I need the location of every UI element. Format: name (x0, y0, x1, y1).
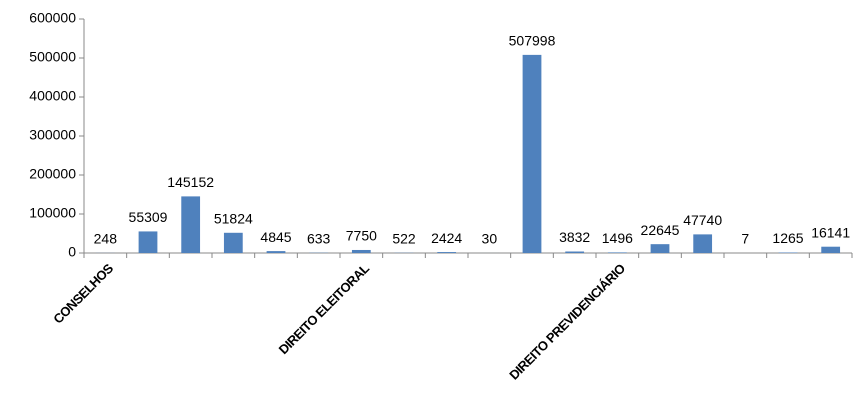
data-label: 507998 (509, 33, 556, 49)
bar (693, 234, 713, 253)
data-label: 4845 (260, 229, 291, 245)
bar (138, 231, 158, 253)
data-label: 22645 (641, 222, 680, 238)
y-tick-label: 200000 (29, 166, 76, 182)
data-label: 145152 (167, 174, 214, 190)
data-label: 47740 (683, 212, 722, 228)
x-tick-label: CONSELHOS (50, 260, 116, 326)
data-label: 248 (94, 231, 118, 247)
bar (565, 251, 585, 253)
data-label: 51824 (214, 210, 253, 226)
data-label: 1265 (772, 230, 803, 246)
data-label: 633 (307, 230, 331, 246)
x-tick-label: DIREITO ELEITORAL (276, 261, 373, 358)
x-tick-label: DIREITO PREVIDENCIÁRIO (506, 261, 628, 383)
bar (266, 251, 286, 253)
y-tick-label: 100000 (29, 205, 76, 221)
data-label: 3832 (559, 229, 590, 245)
data-label: 522 (392, 230, 416, 246)
data-label: 7750 (346, 228, 377, 244)
bar (522, 54, 542, 253)
data-label: 55309 (129, 209, 168, 225)
data-label: 16141 (811, 224, 850, 240)
bar (181, 196, 201, 253)
data-label: 2424 (431, 230, 462, 246)
data-label: 7 (741, 231, 749, 247)
bar (437, 252, 457, 253)
bar (821, 246, 841, 253)
data-label: 30 (482, 231, 498, 247)
y-tick-label: 0 (68, 244, 76, 260)
bar (650, 244, 670, 253)
y-tick-label: 600000 (29, 10, 76, 26)
bar (223, 232, 243, 253)
y-tick-label: 300000 (29, 127, 76, 143)
bar (351, 249, 371, 253)
data-label: 1496 (602, 230, 633, 246)
y-tick-label: 500000 (29, 49, 76, 65)
bar (607, 252, 627, 253)
y-tick-label: 400000 (29, 88, 76, 104)
